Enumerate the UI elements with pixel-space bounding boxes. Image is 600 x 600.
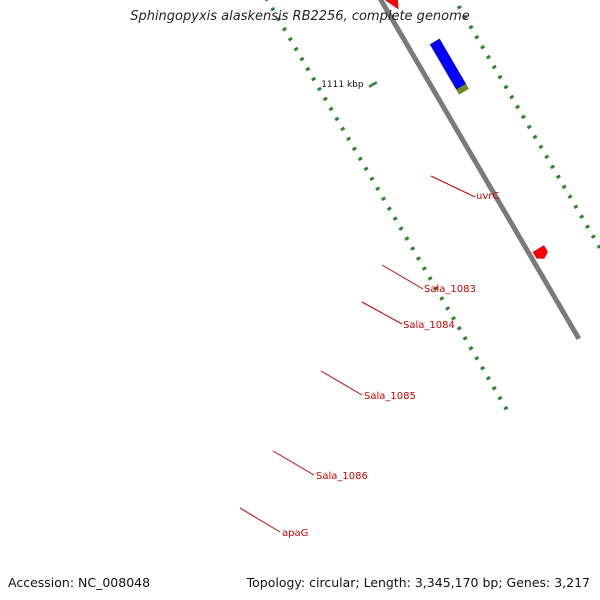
ruler-tick (532, 134, 538, 140)
ruler-tick (381, 196, 387, 201)
ruler-tick (596, 244, 600, 249)
ruler-tick (357, 156, 363, 162)
ruler-tick (520, 114, 526, 120)
ruler-tick (462, 335, 468, 341)
ruler-tick (375, 186, 381, 192)
ruler-tick (433, 286, 439, 291)
ruler-tick (450, 316, 456, 321)
ruler-tick (276, 16, 282, 22)
gene-label: uvrC (476, 191, 499, 202)
ruler-tick (445, 306, 451, 311)
backbone-line (378, 0, 582, 340)
label-leader-line (272, 450, 315, 476)
ruler-tick (456, 326, 462, 331)
label-leader-line (381, 264, 424, 290)
feature-track (385, 0, 549, 259)
kbp-major-tick (368, 81, 378, 88)
ruler-tick (526, 124, 532, 130)
kbp-label: 1111 kbp (321, 80, 364, 90)
ruler-tick (485, 54, 491, 60)
ruler-tick (474, 34, 480, 40)
ruler-tick (392, 216, 398, 221)
ruler-tick (404, 236, 410, 241)
ruler-tick (427, 276, 433, 281)
ruler-tick (590, 234, 596, 239)
genome-backbone (378, 0, 582, 340)
ruler-tick (480, 44, 486, 50)
label-leader-line (239, 507, 281, 533)
ruler-tick (585, 224, 590, 229)
ruler-tick (421, 266, 427, 271)
ruler-tick (579, 214, 585, 219)
ruler-tick (485, 375, 491, 381)
ruler-tick (398, 226, 404, 231)
ruler-tick (468, 24, 474, 30)
ruler-tick (491, 385, 497, 391)
gene-label: apaG (282, 528, 308, 539)
ruler-tick (311, 76, 317, 82)
ruler-tick (480, 365, 486, 371)
ruler-tick (270, 6, 276, 12)
gene-label: Sala_1085 (364, 391, 416, 402)
genome-stats: Topology: circular; Length: 3,345,170 bp… (246, 575, 590, 590)
ruler-tick (363, 166, 369, 172)
ruler-tick (491, 64, 497, 70)
ruler-tick (328, 106, 334, 112)
ruler-tick (386, 206, 392, 211)
ruler-tick (538, 144, 544, 150)
ruler-tick (503, 405, 509, 411)
ruler-tick (567, 194, 573, 200)
map-title: Sphingopyxis alaskensis RB2256, complete… (130, 9, 470, 24)
ruler-tick (416, 256, 421, 261)
ruler-tick (369, 176, 375, 182)
gene-feature (532, 244, 549, 259)
ruler-tick (299, 56, 305, 62)
label-leader-line (361, 301, 403, 325)
ruler-tick (410, 246, 416, 251)
ruler-tick (305, 66, 311, 72)
ruler-tick (573, 204, 579, 210)
ruler-tick (439, 296, 445, 301)
ruler-tick (462, 14, 468, 20)
ruler-tick (468, 345, 474, 351)
gene-label: Sala_1083 (424, 284, 476, 295)
gene-label: Sala_1086 (316, 471, 368, 482)
ruler-tick (351, 146, 357, 152)
ruler-tick (316, 86, 322, 92)
ruler-tick (544, 154, 550, 160)
ruler-tick (561, 184, 567, 190)
ruler-tick (497, 395, 503, 401)
ruler-tick (550, 164, 556, 170)
ruler-ticks: 1111 kbp1112 kbp1113 kbp1114 kbp1115 kbp… (265, 0, 600, 411)
ruler-tick (340, 126, 346, 132)
ruler-tick (281, 26, 287, 32)
ruler-tick (497, 74, 503, 80)
label-leader-line (320, 370, 363, 396)
gene-label: Sala_1084 (403, 320, 455, 331)
ruler-tick (322, 96, 328, 102)
gene-labels: uvrC Sala_1083 Sala_1084 Sala_1085 Sala_1086… (239, 175, 499, 539)
ruler-tick (287, 36, 293, 42)
gene-feature (429, 38, 467, 90)
ruler-tick (346, 136, 352, 142)
ruler-tick (334, 116, 340, 122)
ruler-tick (293, 46, 299, 52)
ruler-tick (474, 355, 480, 361)
ruler-tick (509, 94, 515, 100)
ruler-tick (515, 104, 521, 110)
label-leader-line (430, 175, 476, 198)
ruler-tick (456, 4, 462, 10)
ruler-tick (555, 174, 561, 180)
accession-text: Accession: NC_008048 (8, 575, 151, 590)
gene-feature (385, 0, 399, 10)
ruler-tick (503, 84, 509, 90)
